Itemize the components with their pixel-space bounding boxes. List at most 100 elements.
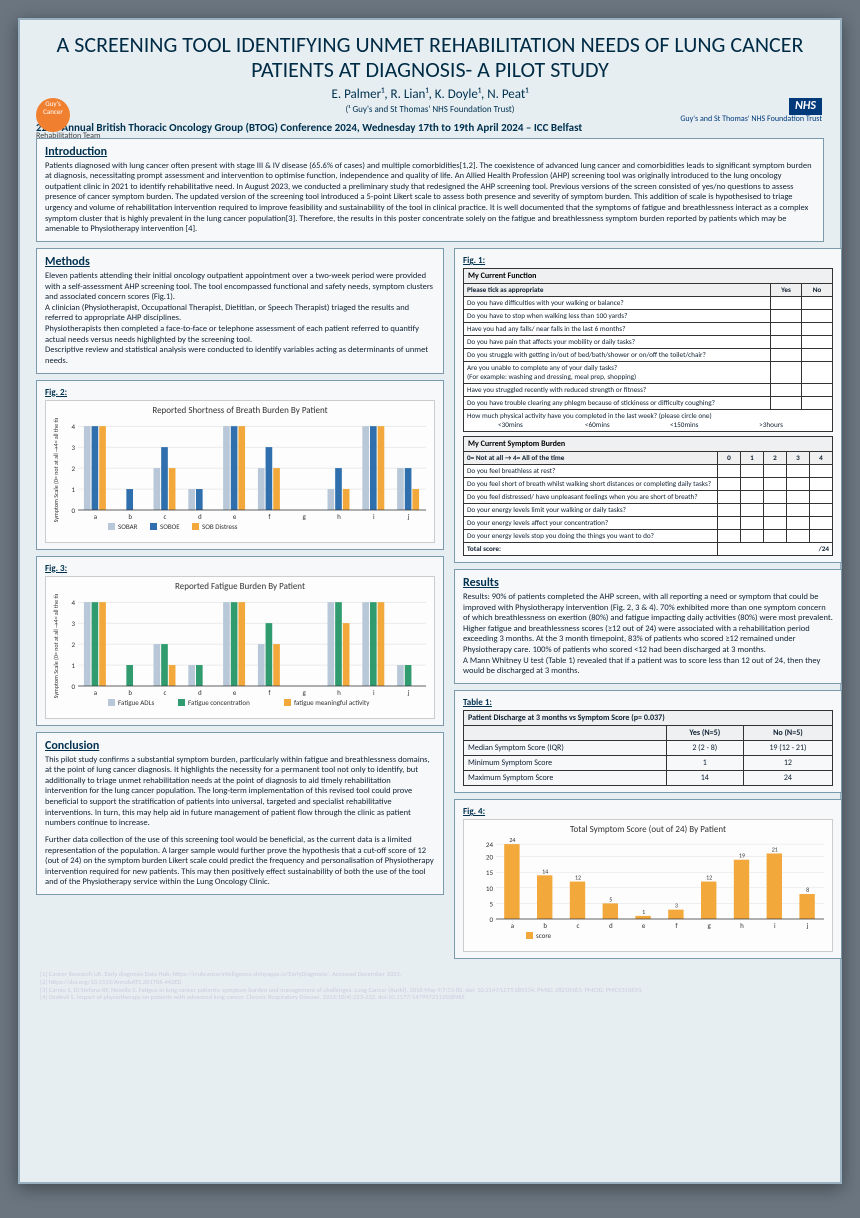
svg-text:Fatigue concentration: Fatigue concentration <box>188 698 250 707</box>
svg-text:24: 24 <box>486 840 494 849</box>
poster-title: A SCREENING TOOL IDENTIFYING UNMET REHAB… <box>36 32 824 83</box>
svg-text:12: 12 <box>706 874 712 882</box>
svg-text:f: f <box>268 512 271 521</box>
left-column: Methods Eleven patients attending their … <box>36 248 444 965</box>
svg-text:SOB Distress: SOB Distress <box>202 522 238 531</box>
conclusion-section: Conclusion This pilot study confirms a s… <box>36 732 444 896</box>
fig2-label: Fig. 2: <box>45 387 435 398</box>
svg-text:4: 4 <box>71 598 75 607</box>
svg-text:21: 21 <box>772 845 778 853</box>
fig3-label: Fig. 3: <box>45 563 435 574</box>
svg-text:c: c <box>577 921 580 930</box>
svg-text:SOBOE: SOBOE <box>160 522 180 531</box>
fig3-chart: Reported Fatigue Burden By Patient 01234… <box>45 576 435 719</box>
svg-text:b: b <box>543 921 547 930</box>
symptom-title: My Current Symptom Burden <box>463 436 833 451</box>
nhs-logo: NHS <box>789 98 822 115</box>
svg-text:e: e <box>642 921 646 930</box>
fig3-svg: 01234Symptom Scale (0= not at all →4= al… <box>50 594 430 714</box>
fig1-section: Fig. 1: My Current Function Please tick … <box>454 248 842 563</box>
fig4-svg: 051015202424a14b12c5d1e3f12g19h21i8jscor… <box>468 837 828 947</box>
svg-text:20: 20 <box>486 853 494 862</box>
introduction-section: Introduction Patients diagnosed with lun… <box>36 138 824 242</box>
fig4-chart: Total Symptom Score (out of 24) By Patie… <box>463 819 833 952</box>
svg-text:8: 8 <box>806 886 809 894</box>
symptom-table: 0= Not at all → 4= All of the time01234D… <box>463 451 833 556</box>
results-text: Results: 90% of patients completed the A… <box>463 592 833 677</box>
svg-text:c: c <box>164 688 167 697</box>
table1-section: Table 1: Patient Discharge at 3 months v… <box>454 690 842 793</box>
svg-text:5: 5 <box>609 895 612 903</box>
svg-text:d: d <box>198 688 202 697</box>
guys-cancer-logo: Guy's Cancer <box>36 98 70 132</box>
fig3-title: Reported Fatigue Burden By Patient <box>50 581 430 592</box>
trust-name: Guy's and St Thomas' NHS Foundation Trus… <box>680 114 822 124</box>
svg-text:Fatigue ADLs: Fatigue ADLs <box>118 698 155 707</box>
svg-text:SOBAR: SOBAR <box>118 522 138 531</box>
results-section: Results Results: 90% of patients complet… <box>454 569 842 684</box>
intro-head: Introduction <box>45 145 815 159</box>
fig2-svg: 01234Symptom Scale (0= not at all →4= al… <box>50 418 430 538</box>
svg-text:g: g <box>708 921 712 930</box>
svg-text:1: 1 <box>642 908 645 916</box>
svg-text:h: h <box>337 688 341 697</box>
svg-text:1: 1 <box>71 485 75 494</box>
fig3-section: Fig. 3: Reported Fatigue Burden By Patie… <box>36 556 444 726</box>
svg-text:i: i <box>774 921 776 930</box>
logo-left: Guy's Cancer Rehabilitation Team <box>36 98 100 141</box>
svg-text:14: 14 <box>542 867 548 875</box>
fig4-section: Fig. 4: Total Symptom Score (out of 24) … <box>454 799 842 959</box>
svg-text:d: d <box>609 921 613 930</box>
function-title: My Current Function <box>463 268 833 283</box>
svg-text:Symptom Scale (0= not at all →: Symptom Scale (0= not at all →4= all the… <box>52 594 60 698</box>
fig2-title: Reported Shortness of Breath Burden By P… <box>50 405 430 416</box>
svg-text:0: 0 <box>71 506 75 515</box>
fig1-label: Fig. 1: <box>463 255 833 266</box>
fig2-section: Fig. 2: Reported Shortness of Breath Bur… <box>36 380 444 550</box>
svg-text:b: b <box>128 512 132 521</box>
methods-section: Methods Eleven patients attending their … <box>36 248 444 374</box>
function-table: Please tick as appropriateYesNoDo you ha… <box>463 283 833 432</box>
svg-text:i: i <box>373 512 375 521</box>
svg-text:a: a <box>511 921 514 930</box>
svg-text:c: c <box>164 512 167 521</box>
svg-text:score: score <box>536 931 552 940</box>
svg-text:0: 0 <box>489 915 493 924</box>
svg-text:12: 12 <box>575 874 581 882</box>
methods-text: Eleven patients attending their initial … <box>45 271 435 367</box>
logo-left-sub: Rehabilitation Team <box>36 131 100 141</box>
svg-text:0: 0 <box>71 682 75 691</box>
fig4-title: Total Symptom Score (out of 24) By Patie… <box>468 824 828 835</box>
svg-text:10: 10 <box>486 884 494 893</box>
svg-text:15: 15 <box>486 868 494 877</box>
right-column: Fig. 1: My Current Function Please tick … <box>454 248 842 965</box>
references: [1] Cancer Research UK. Early diagnosis … <box>36 969 824 1004</box>
svg-text:i: i <box>373 688 375 697</box>
svg-text:j: j <box>407 688 410 697</box>
svg-text:e: e <box>233 688 237 697</box>
svg-text:4: 4 <box>71 422 75 431</box>
logo-right: NHS Guy's and St Thomas' NHS Foundation … <box>680 98 822 124</box>
svg-text:2: 2 <box>71 640 75 649</box>
table1: Patient Discharge at 3 months vs Symptom… <box>463 710 833 786</box>
methods-head: Methods <box>45 255 435 269</box>
svg-text:a: a <box>94 688 97 697</box>
svg-text:f: f <box>675 921 678 930</box>
svg-text:5: 5 <box>489 899 493 908</box>
svg-text:19: 19 <box>739 852 745 860</box>
svg-text:24: 24 <box>509 837 515 844</box>
conclusion-text2: Further data collection of the use of th… <box>45 835 435 888</box>
table1-label: Table 1: <box>463 697 833 708</box>
two-columns: Methods Eleven patients attending their … <box>36 248 824 965</box>
svg-text:2: 2 <box>71 464 75 473</box>
svg-text:h: h <box>337 512 341 521</box>
svg-text:fatigue meaningful activity: fatigue meaningful activity <box>294 698 370 707</box>
poster: A SCREENING TOOL IDENTIFYING UNMET REHAB… <box>18 18 842 1184</box>
svg-text:d: d <box>198 512 202 521</box>
svg-text:j: j <box>806 921 809 930</box>
fig2-chart: Reported Shortness of Breath Burden By P… <box>45 400 435 543</box>
svg-text:a: a <box>94 512 97 521</box>
svg-text:e: e <box>233 512 237 521</box>
conclusion-head: Conclusion <box>45 739 435 753</box>
conclusion-text1: This pilot study confirms a substantial … <box>45 755 435 829</box>
